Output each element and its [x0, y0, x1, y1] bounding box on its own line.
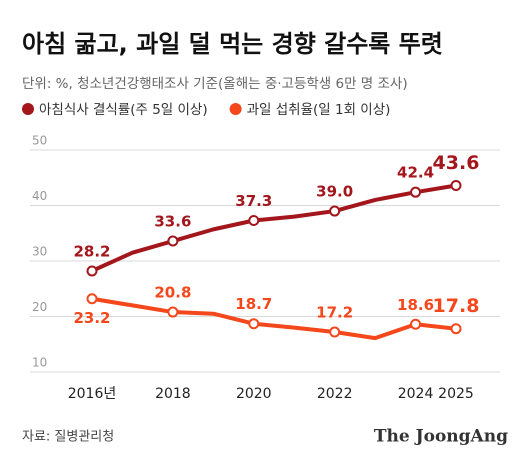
point: [410, 186, 422, 198]
data-label: 20.8: [154, 284, 191, 302]
data-label: 43.6: [433, 152, 480, 174]
y-tick-label: 40: [32, 189, 47, 203]
point: [329, 326, 341, 338]
point: [410, 318, 422, 330]
point: [167, 306, 179, 318]
point: [248, 214, 260, 226]
data-label: 17.2: [316, 304, 353, 322]
x-tick-label: 2022: [317, 386, 353, 402]
y-tick-label: 20: [32, 300, 47, 314]
x-tick-label: 2024: [398, 386, 434, 402]
chart-subtitle: 단위: %, 청소년건강행태조사 기준(올해는 중·고등학생 6만 명 조사): [22, 76, 408, 92]
point: [450, 323, 462, 335]
point: [167, 235, 179, 247]
x-tick-label: 2016년: [68, 386, 117, 402]
x-tick-label: 2020: [236, 386, 272, 402]
brand: The JoongAng: [374, 427, 508, 447]
data-label: 37.3: [235, 192, 272, 210]
point: [450, 180, 462, 192]
y-tick-label: 30: [32, 245, 47, 259]
data-label: 18.7: [235, 295, 272, 313]
y-tick-label: 10: [32, 356, 47, 370]
data-label: 42.4: [397, 164, 434, 182]
legend-label: 과일 섭취율(일 1회 이상): [247, 102, 391, 118]
point: [86, 293, 98, 305]
point: [86, 265, 98, 277]
data-label: 23.2: [73, 309, 110, 327]
point: [248, 318, 260, 330]
data-label: 33.6: [154, 213, 191, 231]
data-label: 28.2: [73, 242, 110, 260]
x-tick-label: 2025: [438, 386, 474, 402]
y-tick-label: 50: [32, 134, 47, 148]
x-tick-label: 2018: [155, 386, 191, 402]
data-label: 18.6: [397, 296, 434, 314]
legend-label: 아침식사 결식률(주 5일 이상): [39, 102, 208, 118]
data-label: 39.0: [316, 183, 353, 201]
legend-swatch: [22, 103, 34, 115]
chart-title: 아침 굶고, 과일 덜 먹는 경향 갈수록 뚜렷: [22, 30, 443, 58]
point: [329, 205, 341, 217]
source: 자료: 질병관리청: [22, 430, 114, 445]
data-label: 17.8: [433, 295, 480, 317]
legend-swatch: [229, 103, 242, 115]
series-line: [90, 183, 458, 273]
series-line: [90, 296, 458, 341]
